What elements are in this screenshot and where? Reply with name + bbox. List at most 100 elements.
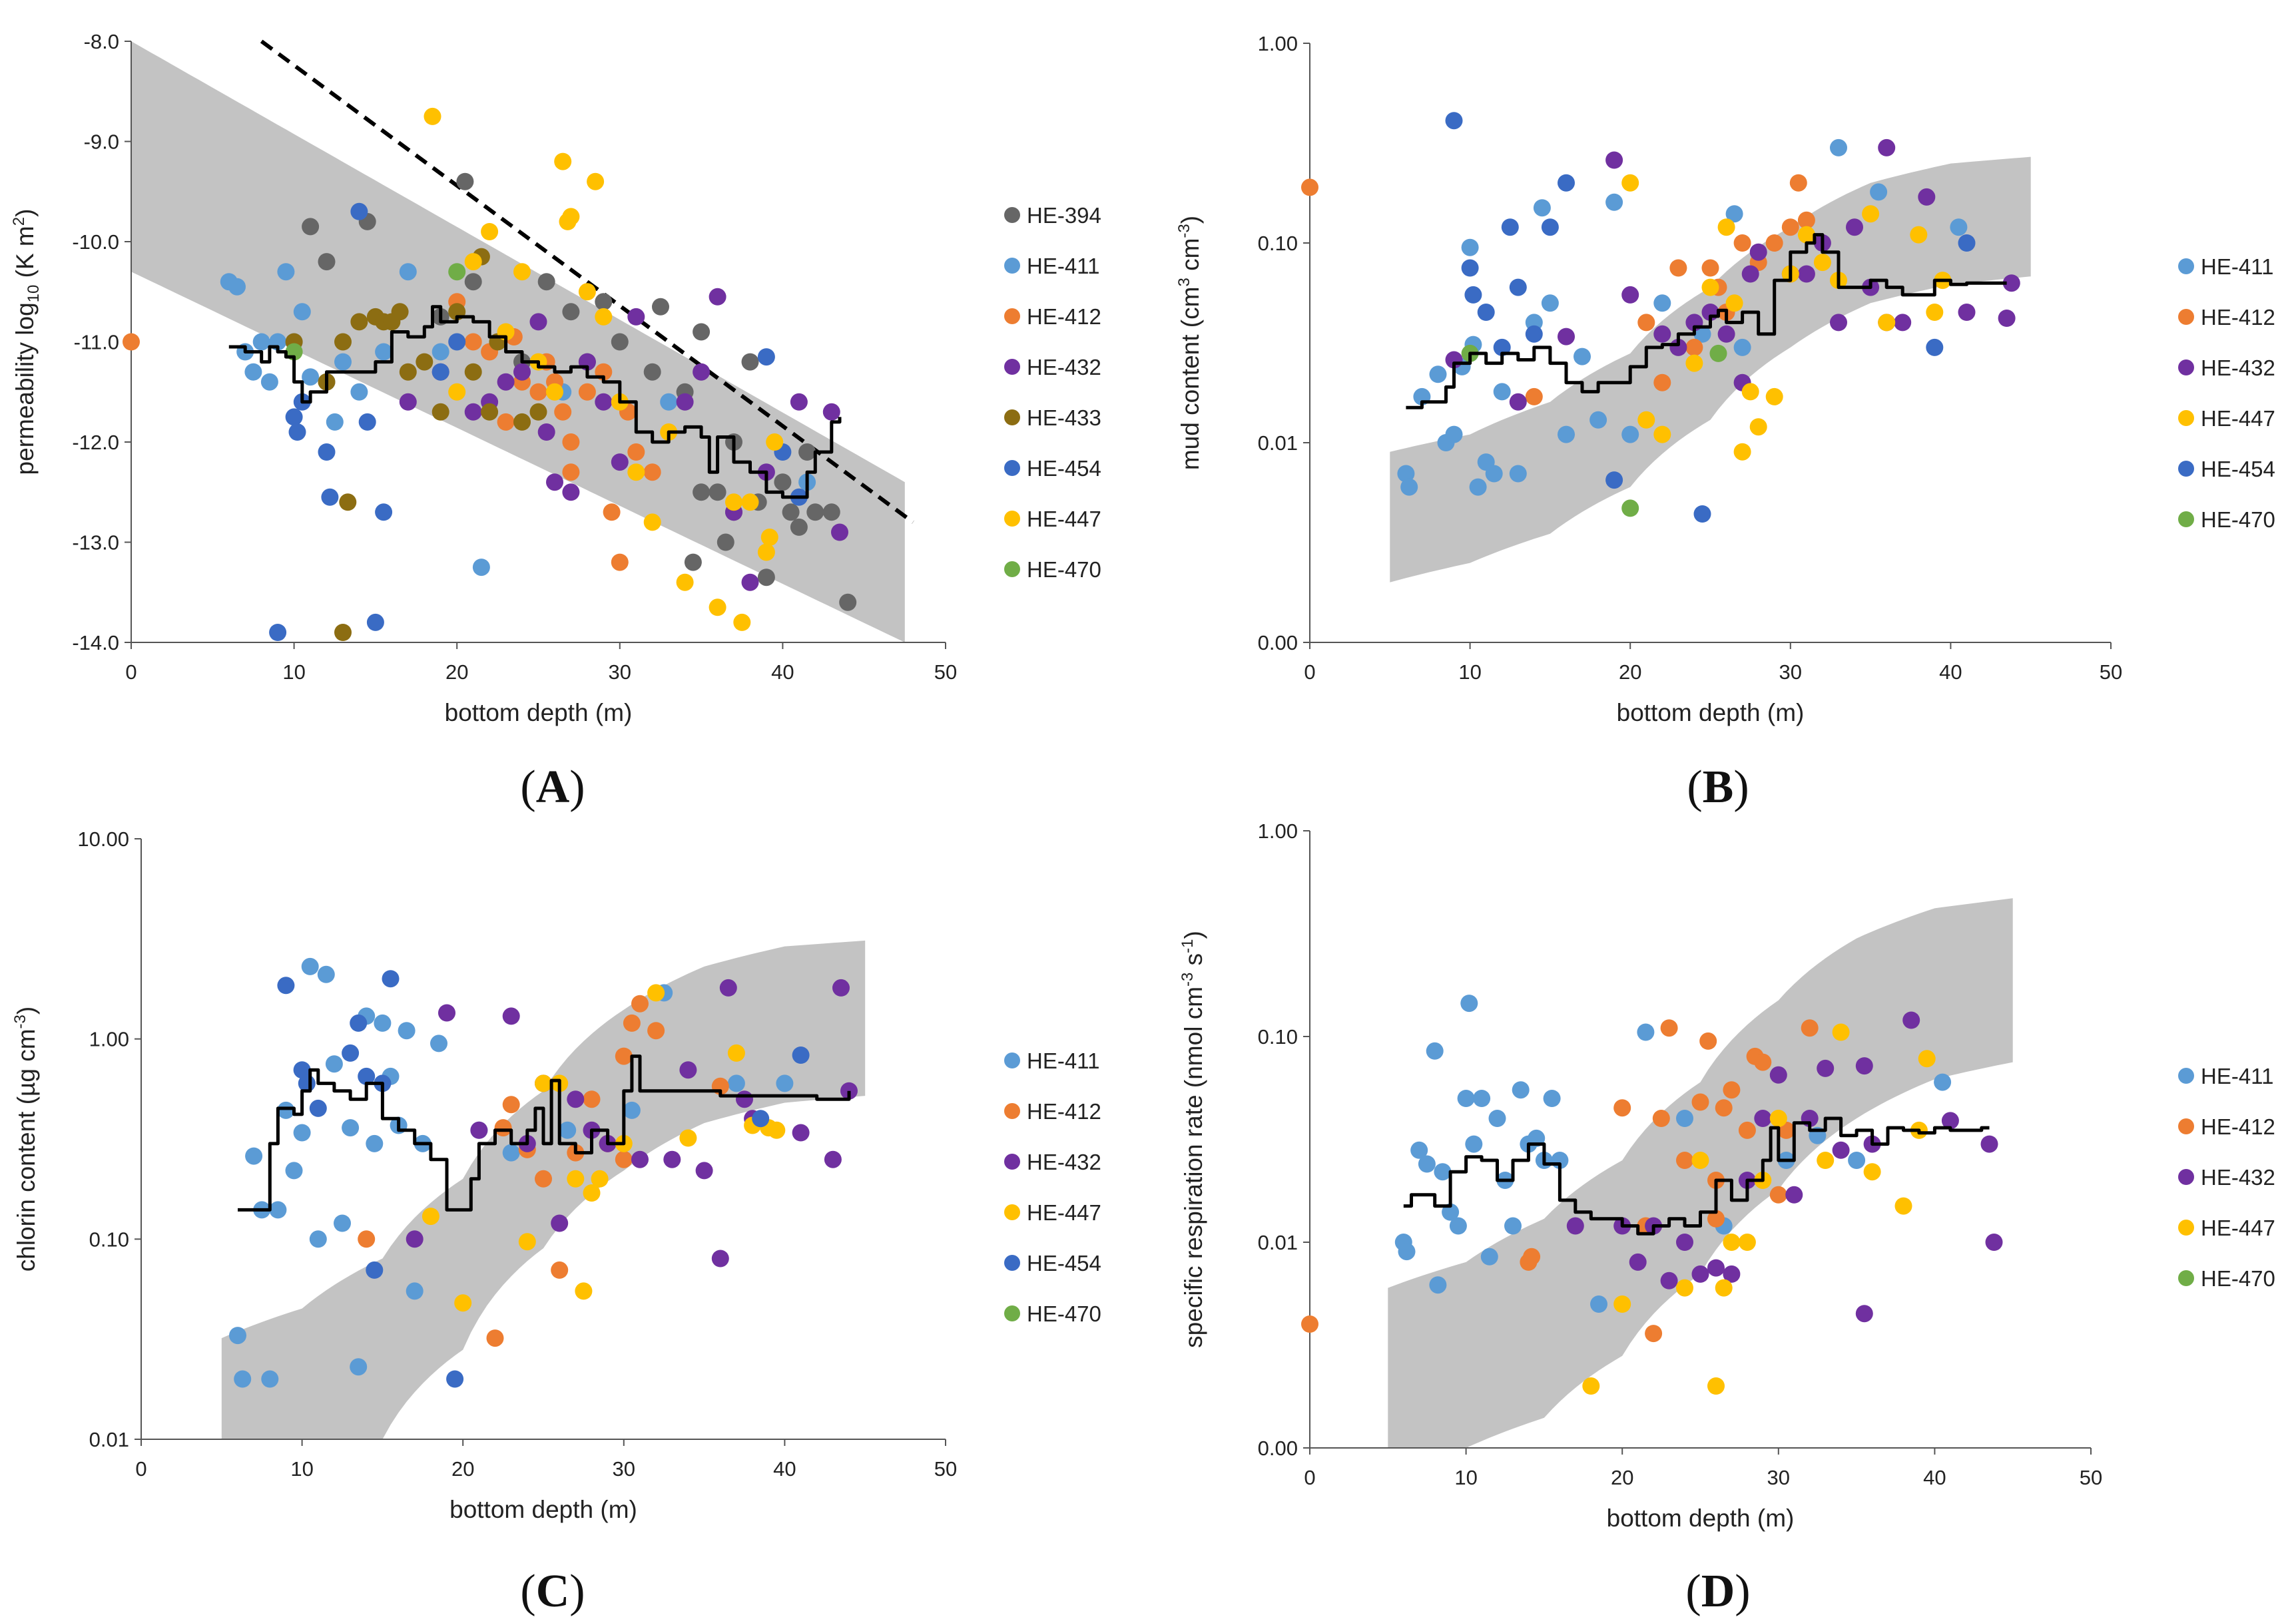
- data-point-he-411: [1621, 425, 1639, 443]
- legend-marker-he-447: [1004, 1204, 1020, 1220]
- data-point-he-447: [554, 152, 572, 170]
- data-point-he-432: [1707, 1259, 1725, 1277]
- data-point-he-454: [277, 977, 295, 995]
- data-point-he-411: [1637, 1023, 1655, 1041]
- data-point-he-447: [1797, 226, 1815, 244]
- data-point-he-411: [374, 1014, 392, 1032]
- y-axis-title-part: 10: [25, 285, 43, 303]
- data-point-he-447: [1701, 278, 1719, 296]
- data-point-he-432: [1846, 218, 1863, 236]
- data-point-he-432: [676, 393, 694, 411]
- y-tick-label: -12.0: [72, 431, 119, 454]
- data-point-he-447: [1878, 314, 1896, 332]
- data-point-he-432: [824, 1150, 842, 1168]
- data-point-he-447: [627, 463, 645, 481]
- data-point-he-447: [575, 1282, 593, 1300]
- legend-marker-he-470: [2178, 1270, 2194, 1286]
- data-point-he-454: [752, 1110, 770, 1128]
- data-point-he-433: [339, 493, 357, 511]
- legend-label-he-470: HE-470: [2201, 507, 2275, 532]
- data-point-he-432: [1894, 314, 1912, 332]
- data-point-he-447: [587, 172, 605, 190]
- data-point-he-447: [1910, 226, 1928, 244]
- legend-marker-he-411: [2178, 1068, 2194, 1084]
- dashed-reference-line: [260, 39, 914, 524]
- data-point-he-412: [1801, 1019, 1819, 1037]
- data-point-he-454: [285, 408, 303, 426]
- data-point-he-412: [1301, 1315, 1318, 1333]
- data-point-he-432: [627, 308, 645, 326]
- data-point-he-411: [261, 1370, 279, 1388]
- x-tick-label: 20: [1611, 1466, 1633, 1489]
- data-point-he-411: [1445, 425, 1463, 443]
- data-point-he-454: [288, 423, 306, 441]
- x-tick-label: 10: [290, 1457, 313, 1481]
- data-point-he-447: [1765, 387, 1783, 405]
- data-point-he-432: [399, 393, 417, 411]
- data-point-he-447: [1621, 174, 1639, 192]
- data-point-he-432: [595, 393, 613, 411]
- data-point-he-470: [1621, 499, 1639, 517]
- data-point-he-412: [502, 1096, 520, 1114]
- data-point-he-412: [123, 333, 140, 351]
- y-tick-label: 0.01: [1258, 1231, 1298, 1254]
- data-point-he-433: [391, 303, 409, 321]
- data-point-he-432: [822, 403, 840, 421]
- data-point-he-432: [719, 979, 737, 997]
- data-point-he-432: [546, 473, 563, 491]
- data-point-he-394: [757, 569, 775, 586]
- data-point-he-394: [822, 503, 840, 521]
- data-point-he-411: [1934, 1073, 1952, 1091]
- data-point-he-412: [1765, 234, 1783, 252]
- data-point-he-394: [684, 553, 702, 571]
- data-point-he-432: [1741, 265, 1759, 283]
- data-point-he-447: [1817, 1152, 1835, 1169]
- data-point-he-394: [839, 593, 857, 611]
- data-point-he-412: [1769, 1186, 1787, 1204]
- data-point-he-432: [1558, 328, 1575, 346]
- data-point-he-432: [1676, 1234, 1693, 1251]
- data-point-he-411: [1848, 1152, 1866, 1169]
- legend-marker-he-470: [1004, 1305, 1020, 1321]
- data-point-he-394: [741, 353, 759, 371]
- data-point-he-412: [623, 1014, 641, 1032]
- data-point-he-432: [1797, 265, 1815, 283]
- data-point-he-447: [1676, 1279, 1693, 1297]
- data-point-he-412: [1669, 259, 1687, 277]
- legend-label-he-412: HE-412: [2201, 1114, 2275, 1139]
- data-point-he-454: [1509, 278, 1527, 296]
- data-point-he-411: [1469, 478, 1487, 496]
- data-point-he-411: [1449, 1217, 1467, 1235]
- legend-label-he-412: HE-412: [1027, 1099, 1101, 1124]
- data-point-he-454: [350, 1014, 368, 1032]
- data-point-he-411: [1434, 1163, 1452, 1181]
- data-point-he-412: [643, 463, 661, 481]
- data-point-he-454: [1605, 471, 1623, 489]
- data-point-he-432: [1653, 325, 1671, 343]
- data-point-he-411: [1504, 1217, 1522, 1235]
- x-tick-label: 40: [1939, 660, 1962, 684]
- data-point-he-447: [768, 1121, 786, 1139]
- data-point-he-454: [358, 1067, 376, 1085]
- data-point-he-447: [679, 1129, 697, 1147]
- data-point-he-432: [1918, 188, 1936, 206]
- data-point-he-432: [792, 1124, 810, 1142]
- data-point-he-454: [1926, 338, 1944, 356]
- data-point-he-394: [717, 533, 734, 551]
- data-point-he-411: [1429, 1276, 1447, 1294]
- data-point-he-432: [551, 1214, 569, 1232]
- data-point-he-447: [481, 223, 499, 240]
- x-tick-label: 50: [2100, 660, 2122, 684]
- legend-marker-he-447: [2178, 410, 2194, 426]
- data-point-he-432: [1723, 1265, 1741, 1283]
- data-point-he-447: [1685, 354, 1703, 372]
- data-point-he-411: [660, 393, 678, 411]
- data-point-he-454: [342, 1044, 360, 1062]
- data-point-he-447: [546, 383, 563, 401]
- data-point-he-447: [1723, 1234, 1741, 1251]
- x-tick-label: 30: [609, 660, 631, 684]
- data-point-he-394: [562, 303, 580, 321]
- y-tick-label: 0.10: [89, 1228, 129, 1251]
- data-point-he-433: [481, 403, 499, 421]
